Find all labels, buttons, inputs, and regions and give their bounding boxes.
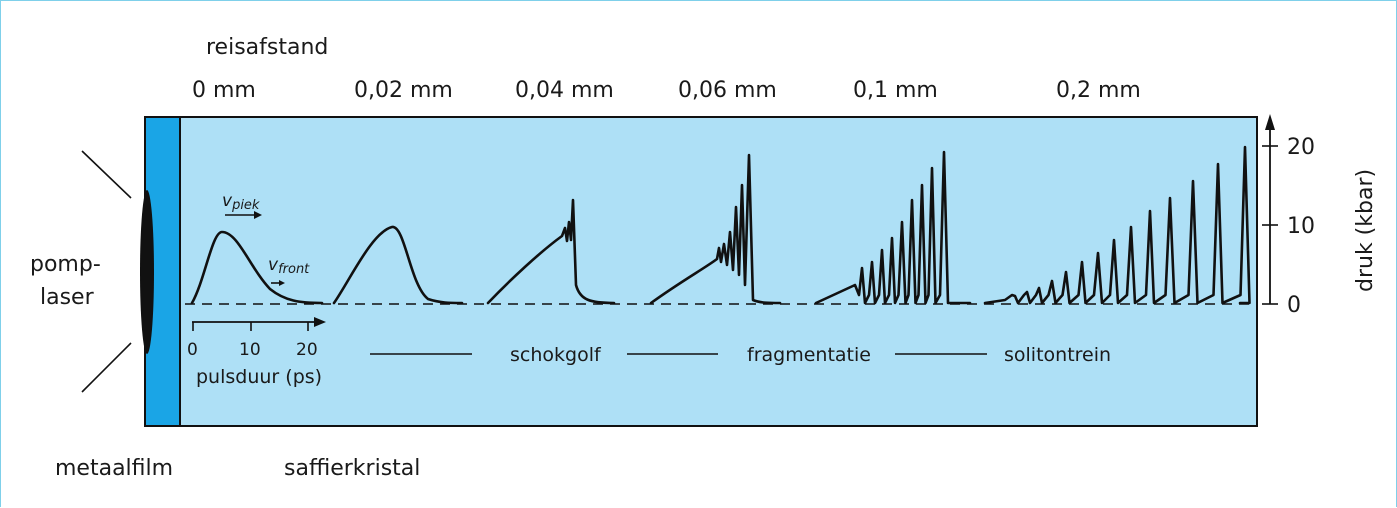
distance-label-3: 0,06 mm bbox=[678, 78, 777, 103]
pulse-01mm bbox=[814, 150, 972, 305]
metal-film-label: metaalfilm bbox=[55, 456, 173, 481]
pressure-axis-arrowhead bbox=[1265, 114, 1275, 130]
distance-label-1: 0,02 mm bbox=[354, 78, 453, 103]
pressure-tick-label-0: 0 bbox=[1287, 293, 1301, 318]
pulse-002mm bbox=[332, 225, 464, 305]
laser-beam-upper bbox=[81, 150, 132, 199]
time-tick-label-10: 10 bbox=[239, 340, 261, 360]
pump-label-line1: pomp- bbox=[30, 252, 101, 277]
peak-velocity-v: vpiek bbox=[222, 191, 260, 213]
time-axis-arrowhead bbox=[314, 317, 326, 327]
time-tick-label-0: 0 bbox=[187, 340, 198, 360]
distance-label-5: 0,2 mm bbox=[1056, 78, 1141, 103]
sapphire-crystal bbox=[144, 116, 1258, 427]
peak-arrowhead bbox=[254, 211, 262, 219]
crystal-label: saffierkristal bbox=[284, 456, 420, 481]
stage-soliton-train: solitontrein bbox=[1004, 344, 1111, 366]
stage-fragmentation: fragmentatie bbox=[747, 344, 871, 366]
pressure-tick-label-20: 20 bbox=[1287, 135, 1315, 160]
pump-label-line2: laser bbox=[40, 285, 95, 310]
stage-shock: schokgolf bbox=[510, 344, 602, 366]
pulse-02mm bbox=[983, 145, 1251, 305]
pump-laser-lens bbox=[140, 190, 154, 354]
distance-title: reisafstand bbox=[206, 35, 328, 60]
front-arrowhead bbox=[279, 280, 285, 286]
pulse-006mm bbox=[649, 153, 782, 305]
laser-beam-lower bbox=[81, 342, 132, 393]
pressure-axis-label: druk (kbar) bbox=[1353, 169, 1378, 292]
front-velocity-v: vfront bbox=[268, 255, 310, 277]
time-tick-label-20: 20 bbox=[296, 340, 318, 360]
distance-label-4: 0,1 mm bbox=[853, 78, 938, 103]
distance-label-2: 0,04 mm bbox=[515, 78, 614, 103]
distance-label-0: 0 mm bbox=[192, 78, 256, 103]
pulse-0mm bbox=[190, 230, 324, 305]
pulse-004mm bbox=[486, 198, 616, 305]
time-axis-label: pulsduur (ps) bbox=[196, 366, 322, 388]
pressure-tick-label-10: 10 bbox=[1287, 214, 1315, 239]
